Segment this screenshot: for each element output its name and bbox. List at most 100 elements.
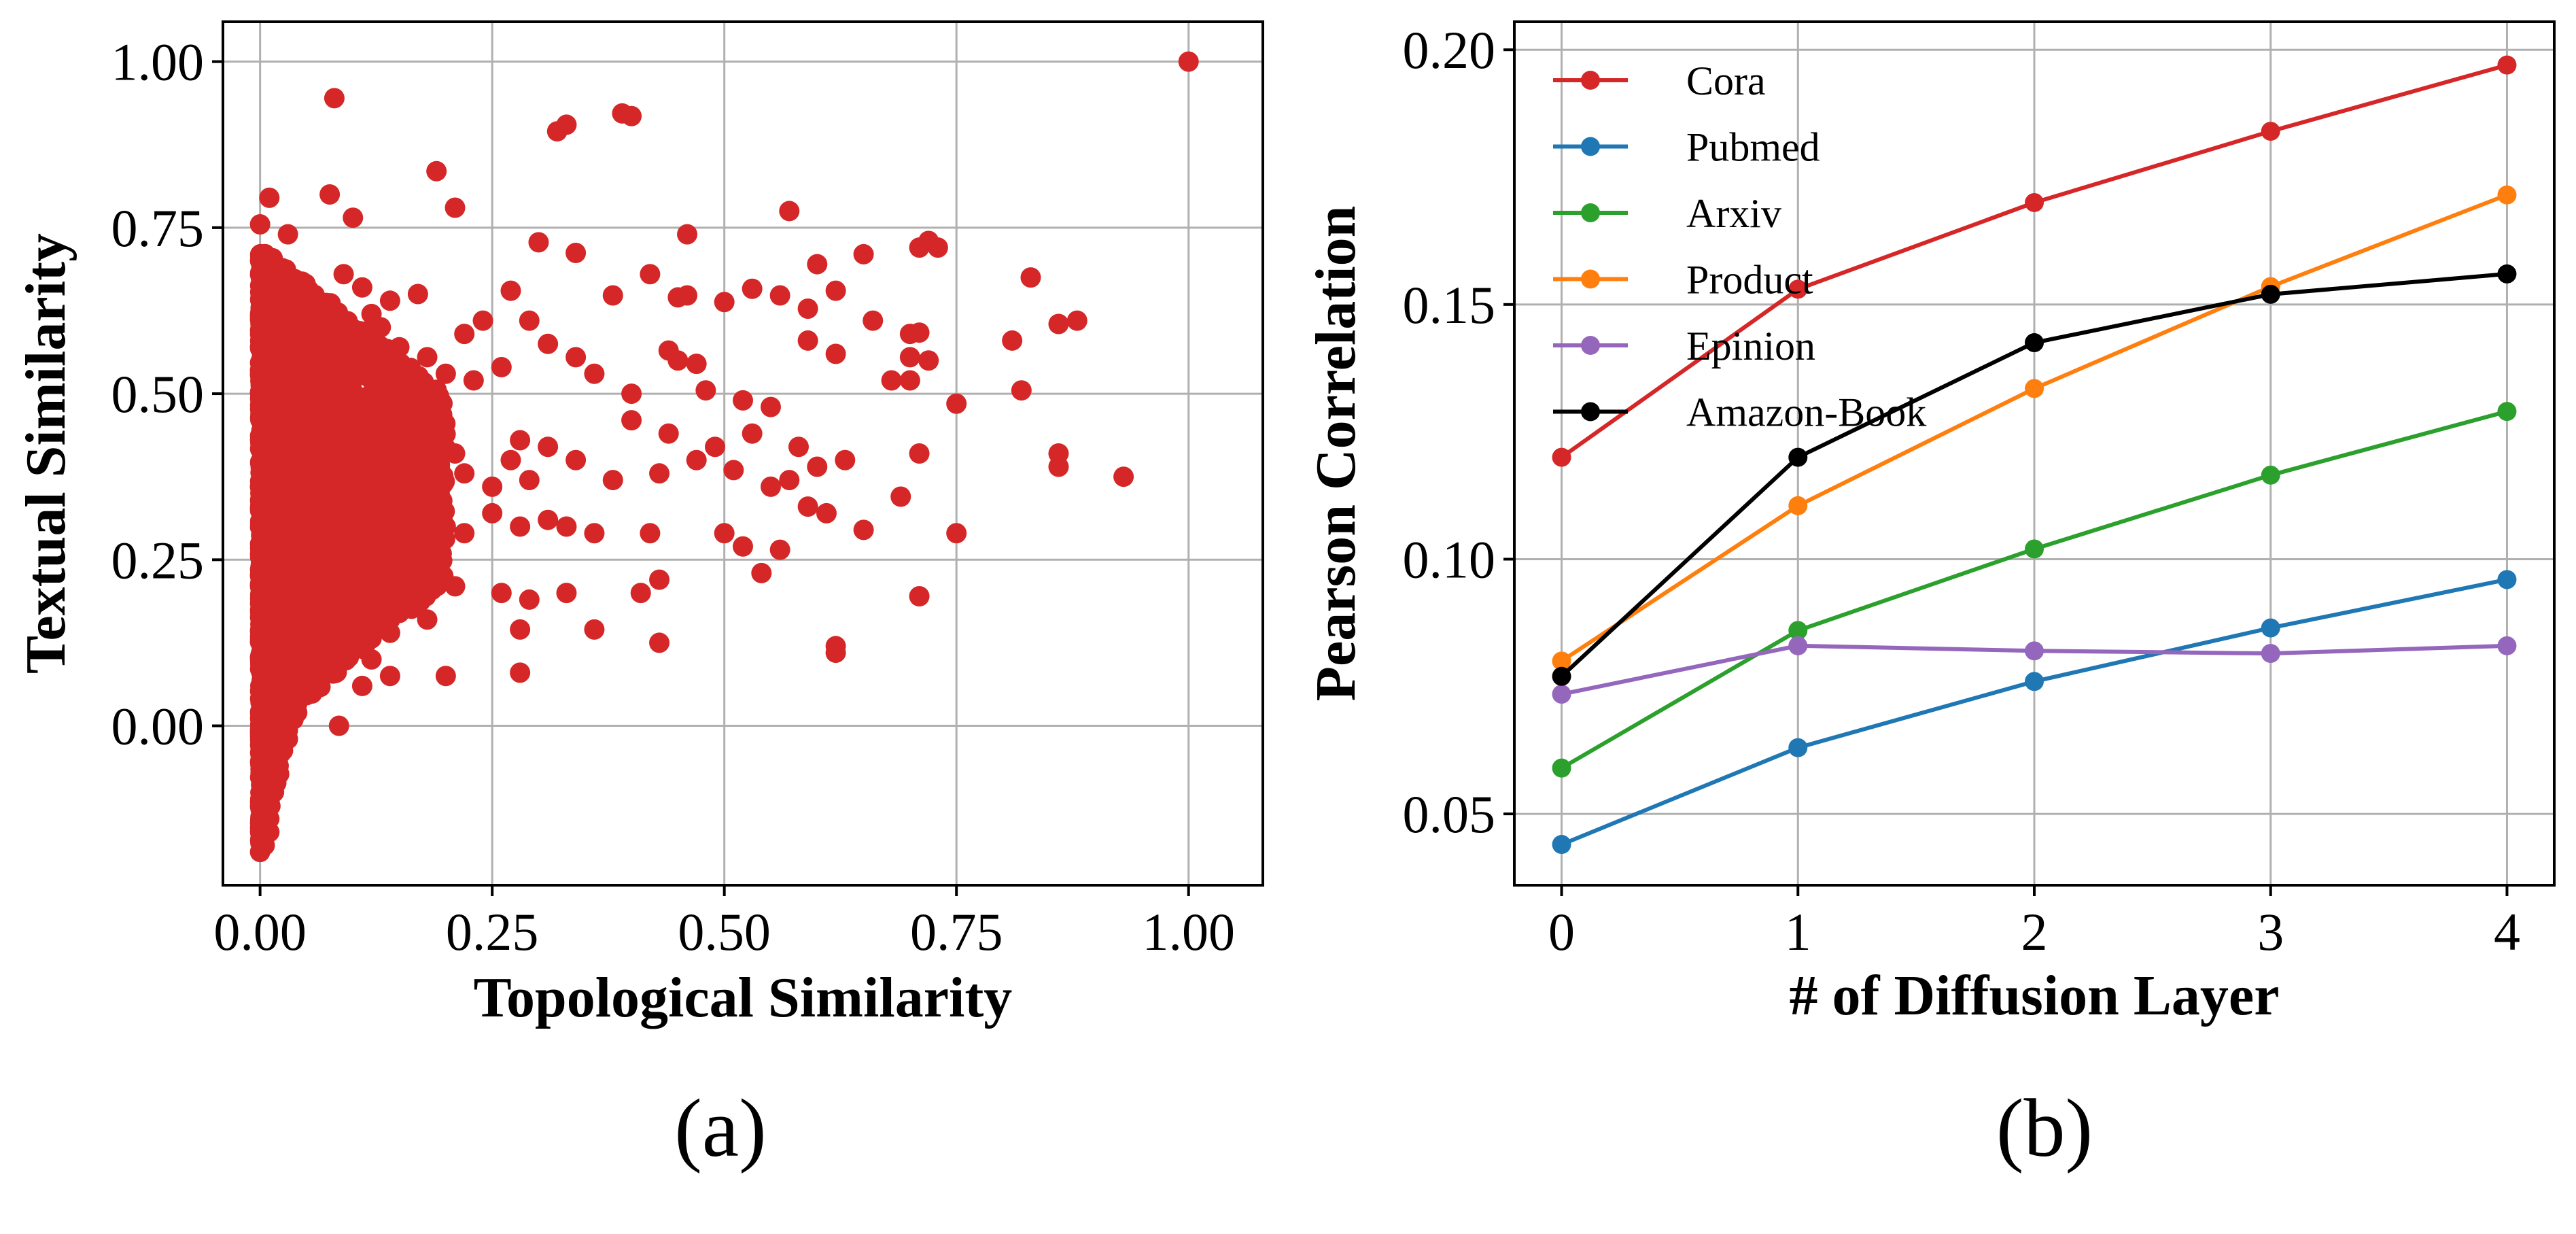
scatter-point (291, 538, 312, 559)
scatter-point (584, 619, 605, 640)
series-point-epinion (1552, 685, 1571, 704)
scatter-point (407, 284, 428, 305)
scatter-point (259, 187, 280, 208)
scatter-point (255, 666, 276, 687)
scatter-point (301, 413, 322, 434)
scatter-point (268, 335, 290, 356)
scatter-point (325, 500, 346, 521)
scatter-point (714, 292, 735, 313)
scatter-point (335, 382, 356, 403)
scatter-frame (222, 20, 1264, 887)
scatter-point (899, 347, 920, 368)
scatter-y-label: Textual Similarity (14, 233, 77, 674)
scatter-point (760, 396, 781, 417)
scatter-point (277, 494, 298, 515)
scatter-point (278, 710, 299, 731)
scatter-point (370, 388, 391, 409)
scatter-point (318, 535, 339, 556)
scatter-point (1020, 267, 1041, 288)
line-ticks: 0 1 2 3 4 0.05 0.10 0.15 0.20 (1403, 20, 2520, 961)
scatter-point (434, 501, 455, 522)
scatter-point (602, 470, 623, 491)
scatter-point (400, 538, 421, 559)
scatter-point (909, 586, 930, 607)
series-point-amazon-book (1788, 447, 1808, 467)
scatter-point (445, 197, 466, 218)
scatter-point (343, 207, 364, 228)
scatter-point (863, 310, 884, 331)
scatter-point (751, 562, 772, 583)
scatter-point (283, 666, 304, 687)
legend-marker (1581, 71, 1600, 90)
scatter-point (387, 600, 408, 621)
legend-label: Amazon-Book (1686, 390, 1926, 435)
scatter-point (733, 536, 753, 557)
scatter-point (283, 376, 304, 397)
scatter-point (304, 388, 325, 409)
scatter-point (322, 314, 343, 335)
scatter-point (816, 502, 837, 524)
series-point-cora (2497, 55, 2517, 75)
series-point-arxiv (1552, 758, 1571, 778)
series-point-amazon-book (1552, 666, 1571, 686)
scatter-point (402, 487, 423, 509)
scatter-point (266, 258, 288, 279)
series-point-pubmed (2025, 672, 2044, 691)
scatter-point (584, 523, 605, 544)
scatter-point (519, 589, 540, 610)
scatter-point (249, 796, 271, 817)
scatter-point (695, 380, 716, 401)
series-point-arxiv (1788, 621, 1808, 640)
caption-a: (a) (674, 1082, 766, 1174)
scatter-point (383, 473, 404, 494)
scatter-point (621, 410, 642, 431)
scatter-point (640, 523, 661, 544)
series-point-epinion (2497, 636, 2517, 655)
scatter-point (250, 826, 271, 847)
series-point-pubmed (1788, 738, 1808, 757)
scatter-point (807, 254, 828, 275)
scatter-point (277, 224, 298, 245)
scatter-point (332, 406, 353, 427)
scatter-point (290, 308, 311, 329)
line-y-label: Pearson Correlation (1304, 206, 1368, 702)
series-point-pubmed (2261, 618, 2280, 638)
scatter-x-tick-label: 1.00 (1142, 902, 1235, 961)
series-point-cora (2261, 122, 2280, 141)
scatter-point (602, 285, 623, 306)
series-point-arxiv (2025, 539, 2044, 559)
scatter-point (909, 443, 930, 464)
scatter-point (351, 675, 372, 696)
scatter-x-tick-label: 0.00 (213, 902, 307, 961)
scatter-point (769, 539, 790, 560)
scatter-point (320, 645, 341, 666)
scatter-point (435, 666, 456, 687)
scatter-point (342, 569, 363, 590)
scatter-point (491, 583, 512, 604)
line-x-tick-label: 1 (1785, 902, 1811, 961)
line-y-tick-label: 0.20 (1403, 20, 1496, 80)
scatter-point (276, 682, 297, 703)
legend-label: Pubmed (1686, 125, 1820, 170)
scatter-point (1011, 380, 1032, 401)
scatter-point (404, 470, 425, 492)
scatter-point (1066, 310, 1087, 331)
scatter-point (361, 545, 382, 566)
scatter-point (584, 363, 605, 384)
scatter-point (500, 449, 521, 470)
scatter-point (414, 522, 435, 543)
scatter-point (379, 290, 400, 311)
scatter-point (742, 423, 763, 444)
scatter-y-tick-label: 1.00 (111, 33, 205, 92)
scatter-point (705, 436, 726, 458)
scatter-point (396, 400, 417, 421)
scatter-point (640, 264, 661, 285)
scatter-point (797, 330, 818, 351)
scatter-point (379, 666, 400, 687)
scatter-x-tick-label: 0.25 (446, 902, 539, 961)
scatter-point (370, 587, 391, 608)
scatter-point (686, 449, 707, 470)
scatter-point (334, 343, 355, 364)
scatter-point (1113, 466, 1134, 487)
scatter-point (890, 486, 911, 507)
